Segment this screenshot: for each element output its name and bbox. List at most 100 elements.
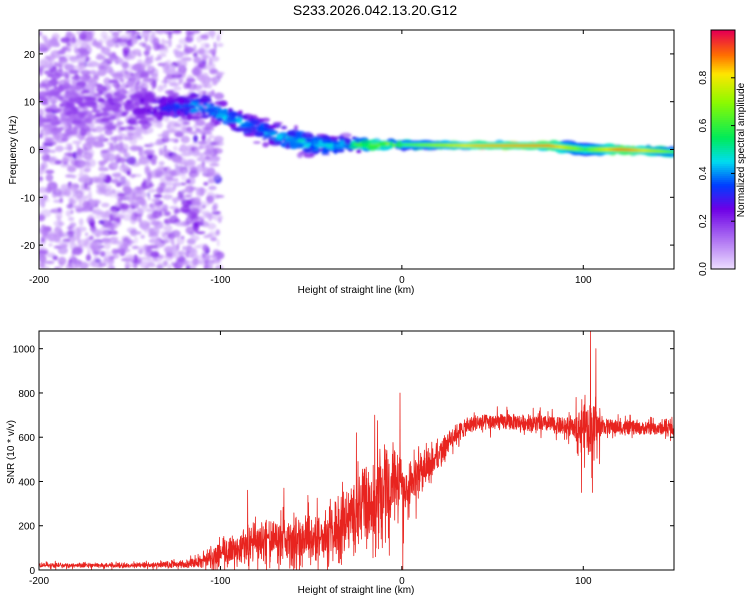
colorbar-segment xyxy=(711,211,735,214)
heatmap-ridge-cell xyxy=(73,93,80,97)
colorbar-segment xyxy=(711,125,735,129)
heatmap-noise-cell xyxy=(62,238,71,242)
heatmap-noise-cell xyxy=(39,128,44,135)
colorbar-segment xyxy=(711,205,735,208)
heatmap-noise-cell xyxy=(173,70,180,77)
snr-frame xyxy=(38,330,675,571)
heatmap-band-cell xyxy=(550,145,555,148)
snr-panel: -200 -100 0 100 0 200 400 600 800 1000 Height of… xyxy=(6,330,675,596)
heatmap-noise-cell xyxy=(58,48,66,55)
heatmap-noise-cell xyxy=(96,211,106,216)
heatmap-noise-cell xyxy=(172,138,178,143)
heatmap-ridge-cell xyxy=(116,121,124,125)
heatmap-ridge-cell xyxy=(47,73,55,78)
heatmap-ridge-cell xyxy=(119,126,126,131)
heatmap-noise-cell xyxy=(47,181,58,190)
heatmap-noise-cell xyxy=(193,123,198,129)
heatmap-noise-cell xyxy=(69,183,79,192)
snr-x-axis-label: Height of straight line (km) xyxy=(298,585,415,596)
heatmap-noise-cell xyxy=(151,252,156,258)
heatmap-noise-cell xyxy=(157,211,161,220)
colorbar-segment xyxy=(711,97,735,101)
heatmap-noise-cell xyxy=(207,223,217,230)
heatmap-noise-cell xyxy=(68,216,75,222)
heatmap-noise-cell xyxy=(193,245,200,249)
colorbar-segment xyxy=(711,75,735,79)
colorbar-segment xyxy=(711,255,735,258)
heatmap-ridge-cell xyxy=(117,88,128,96)
heatmap-ridge-cell xyxy=(68,69,79,75)
heatmap-noise-cell xyxy=(212,147,223,155)
chart-title: S233.2026.042.13.20.G12 xyxy=(292,2,458,18)
heatmap-noise-cell xyxy=(124,254,135,263)
colorbar-segment xyxy=(711,115,735,119)
heatmap-noise-cell xyxy=(41,154,50,162)
heatmap-band-cell xyxy=(470,144,475,147)
heatmap-ridge-cell xyxy=(262,142,269,148)
heatmap-noise-cell xyxy=(144,149,155,156)
heatmap-ridge-cell xyxy=(73,85,82,91)
heatmap-noise-cell xyxy=(185,185,194,194)
heatmap-ridge-cell xyxy=(226,116,235,121)
heatmap-noise-cell xyxy=(147,196,151,201)
heatmap-noise-cell xyxy=(141,226,151,231)
heatmap-ridge-cell xyxy=(186,95,198,99)
colorbar-segment xyxy=(711,223,735,226)
heatmap-noise-cell xyxy=(98,65,106,70)
heatmap-ridge-cell xyxy=(267,124,277,129)
heatmap-noise-cell xyxy=(101,215,106,218)
heatmap-noise-cell xyxy=(67,79,78,82)
heatmap-ridge-cell xyxy=(58,71,69,74)
heatmap-noise-cell xyxy=(39,214,46,222)
heatmap-noise-cell xyxy=(103,77,111,86)
heatmap-noise-cell xyxy=(100,149,109,154)
colorbar-segment xyxy=(711,113,735,117)
y-tick-label: 0 xyxy=(29,146,35,157)
heatmap-noise-cell xyxy=(176,44,183,49)
heatmap-noise-cell xyxy=(117,30,123,33)
heatmap-noise-cell xyxy=(192,67,201,77)
heatmap-band-cell xyxy=(543,144,548,147)
heatmap-ridge-cell xyxy=(137,109,147,115)
heatmap-ridge-cell xyxy=(54,73,65,77)
heatmap-noise-cell xyxy=(162,68,168,74)
heatmap-noise-cell xyxy=(85,254,92,262)
heatmap-noise-cell xyxy=(102,258,109,263)
heatmap-band-cell xyxy=(456,144,461,147)
heatmap-noise-cell xyxy=(120,179,130,184)
heatmap-noise-cell xyxy=(138,215,142,224)
heatmap-noise-cell xyxy=(78,261,89,269)
heatmap-noise-cell xyxy=(161,130,170,140)
colorbar-segment xyxy=(711,109,735,113)
heatmap-noise-cell xyxy=(171,230,181,238)
heatmap-ridge-cell xyxy=(127,125,134,130)
y-tick-label: 1000 xyxy=(13,345,36,356)
heatmap-ridge-cell xyxy=(227,111,239,118)
heatmap-ridge-cell xyxy=(167,99,177,104)
heatmap-ridge-cell xyxy=(92,136,104,141)
heatmap-ridge-cell xyxy=(44,87,49,90)
heatmap-noise-cell xyxy=(87,214,95,223)
heatmap-band-cell xyxy=(485,144,490,147)
heatmap-noise-cell xyxy=(72,259,82,265)
heatmap-noise-cell xyxy=(80,30,88,34)
heatmap-noise-cell xyxy=(189,131,198,135)
heatmap-ridge-cell xyxy=(124,84,130,89)
heatmap-noise-cell xyxy=(157,85,164,92)
heatmap-band-cell xyxy=(528,144,534,147)
heatmap-band-cell xyxy=(674,148,678,157)
heatmap-ridge-cell xyxy=(100,117,110,123)
heatmap-noise-cell xyxy=(204,30,209,36)
heatmap-band-cell xyxy=(430,144,436,147)
heatmap-ridge-cell xyxy=(52,127,65,132)
colorbar-segment xyxy=(711,141,735,145)
heatmap-noise-cell xyxy=(189,166,198,174)
heatmap-noise-cell xyxy=(188,33,195,39)
heatmap-band-cell xyxy=(652,149,657,152)
heatmap-ridge-cell xyxy=(48,68,57,71)
heatmap-noise-cell xyxy=(125,156,137,165)
heatmap-ridge-cell xyxy=(170,104,176,110)
heatmap-noise-cell xyxy=(129,229,138,237)
colorbar-segment xyxy=(711,137,735,141)
